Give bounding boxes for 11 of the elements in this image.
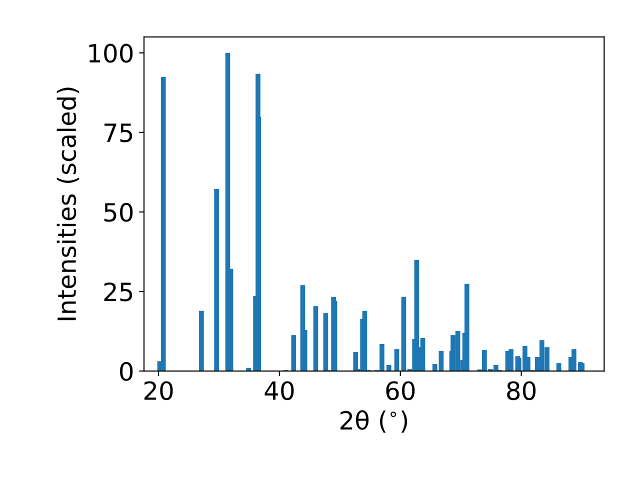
x-axis-title: 2θ ($^{∘}$) (340, 410, 408, 433)
y-tick-label: 0 (120, 362, 133, 381)
x-tick-label: 80 (507, 381, 536, 400)
y-axis-title: Intensities (scaled) (56, 88, 80, 320)
x-tick-label: 40 (264, 381, 294, 400)
x-tick-label: 20 (144, 381, 173, 400)
x-tick-label: 60 (386, 381, 415, 400)
y-tick-label: 50 (104, 202, 133, 222)
y-tick-label: 100 (89, 44, 133, 63)
y-tick-label: 75 (104, 124, 132, 142)
y-tick-label: 25 (104, 282, 132, 302)
